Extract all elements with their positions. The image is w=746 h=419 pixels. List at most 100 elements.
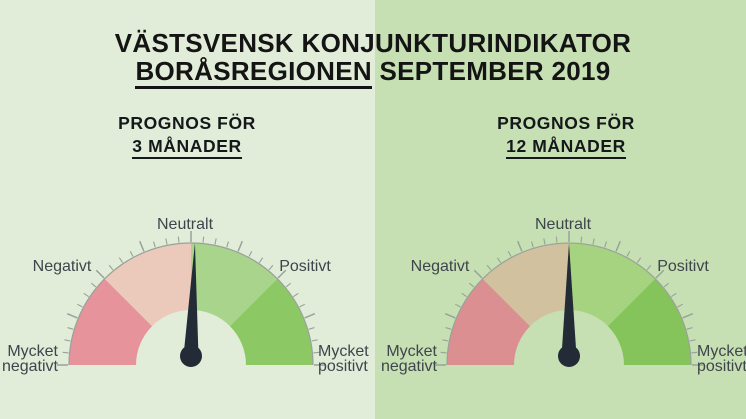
gauge-needle-hub (180, 345, 202, 367)
gauge-tick (165, 238, 168, 245)
gauge-tick (299, 303, 306, 308)
gauge-tick (580, 236, 583, 243)
gauge-ticks (57, 231, 325, 366)
gauge-segment (104, 243, 191, 327)
gauge-tick (445, 327, 452, 330)
gauge-needle-hub (558, 345, 580, 367)
gauge-label-positive: Positivt (657, 258, 709, 275)
gauge-label-very-negative: Mycket negativt (380, 343, 437, 375)
subtitle-12-months: PROGNOS FÖR 12 MÅNADER (416, 112, 716, 159)
gauge-tick (226, 241, 229, 248)
gauge-tick (686, 327, 693, 330)
gauge-tick (237, 240, 243, 252)
gauge-tick (258, 257, 264, 264)
page-title: VÄSTSVENSK KONJUNKTURINDIKATOR BORÅSREGI… (0, 28, 746, 89)
page-title-region: BORÅSREGIONEN (135, 56, 372, 89)
gauge-segment (191, 243, 278, 327)
gauge-tick (440, 351, 447, 354)
gauge-tick (153, 241, 156, 248)
gauge-3-months: Neutralt Negativt Positivt Mycket negati… (0, 200, 373, 419)
gauge-tick (95, 269, 105, 279)
gauge-tick (670, 292, 677, 298)
gauge-tick (473, 269, 483, 279)
gauge-needle (180, 243, 202, 367)
gauge-needle-pointer (183, 243, 199, 357)
gauge-tick (486, 264, 492, 271)
gauge-tick (64, 339, 71, 342)
gauge-segment (482, 243, 569, 327)
gauge-tick (442, 339, 449, 342)
gauge-tick (76, 303, 83, 308)
gauge-tick (444, 313, 456, 319)
gauge-tick (592, 238, 595, 245)
gauge-tick (311, 339, 318, 342)
gauge-label-positive: Positivt (279, 258, 331, 275)
gauge-tick (604, 241, 607, 248)
gauge-tick (90, 282, 97, 288)
gauge-label-negative: Negativt (410, 258, 470, 275)
gauge-tick (313, 351, 320, 354)
gauge-label-negative: Negativt (32, 258, 92, 275)
gauge-tick (129, 250, 134, 257)
gauge-tick (689, 339, 696, 342)
gauge-12-months: Neutralt Negativt Positivt Mycket negati… (373, 200, 746, 419)
gauge-ticks (435, 231, 703, 366)
gauge-tick (517, 240, 523, 252)
page-title-date: SEPTEMBER 2019 (371, 56, 611, 86)
gauge-tick (248, 250, 253, 257)
gauge-tick (214, 238, 217, 245)
gauge-12-months-dial (435, 231, 703, 367)
gauge-tick (308, 327, 315, 330)
gauge-label-very-positive: Mycket positivt (318, 343, 369, 375)
gauge-tick (655, 269, 665, 279)
page-title-line1: VÄSTSVENSK KONJUNKTURINDIKATOR (114, 28, 632, 58)
gauge-needle (558, 243, 580, 367)
gauge-tick (268, 264, 274, 271)
subtitle-12-months-line2: 12 MÅNADER (416, 135, 716, 159)
gauge-tick (118, 257, 124, 264)
gauge-tick (108, 264, 114, 271)
gauge-tick (62, 351, 69, 354)
gauge-tick (292, 292, 299, 298)
gauge-3-months-dial (57, 231, 325, 367)
subtitle-3-months-line1: PROGNOS FÖR (118, 113, 256, 133)
gauge-segment (569, 243, 656, 327)
gauge-tick (555, 236, 558, 243)
gauge-tick (277, 269, 287, 279)
gauge-tick (663, 282, 670, 288)
gauge-tick (496, 257, 502, 264)
gauge-tick (682, 313, 694, 319)
gauge-tick (543, 238, 546, 245)
gauge-tick (615, 240, 621, 252)
gauge-tick (461, 292, 468, 298)
gauge-needle-pointer (561, 243, 577, 356)
page-title-line2: BORÅSREGIONEN SEPTEMBER 2019 (0, 56, 746, 89)
gauge-tick (691, 351, 698, 354)
gauge-tick (304, 313, 316, 319)
gauge-segment (229, 278, 313, 365)
gauge-tick (677, 303, 684, 308)
gauge-tick (468, 282, 475, 288)
gauge-tick (83, 292, 90, 298)
gauge-segment (447, 278, 531, 365)
subtitle-3-months-line2: 3 MÅNADER (37, 135, 337, 159)
gauge-label-neutral: Neutralt (156, 216, 214, 233)
gauge-tick (646, 264, 652, 271)
gauge-tick (507, 250, 512, 257)
gauge-tick (66, 313, 78, 319)
gauge-tick (531, 241, 534, 248)
gauge-tick (454, 303, 461, 308)
gauge-segment (607, 278, 691, 365)
gauge-tick (139, 240, 145, 252)
gauge-tick (626, 250, 631, 257)
gauge-tick (177, 236, 180, 243)
gauge-tick (202, 236, 205, 243)
gauge-segment (69, 278, 153, 365)
gauge-rim (68, 242, 314, 366)
gauge-label-very-positive: Mycket positivt (697, 343, 746, 375)
gauge-tick (285, 282, 292, 288)
gauge-label-neutral: Neutralt (534, 216, 592, 233)
subtitle-3-months: PROGNOS FÖR 3 MÅNADER (37, 112, 337, 159)
subtitle-12-months-line1: PROGNOS FÖR (497, 113, 635, 133)
